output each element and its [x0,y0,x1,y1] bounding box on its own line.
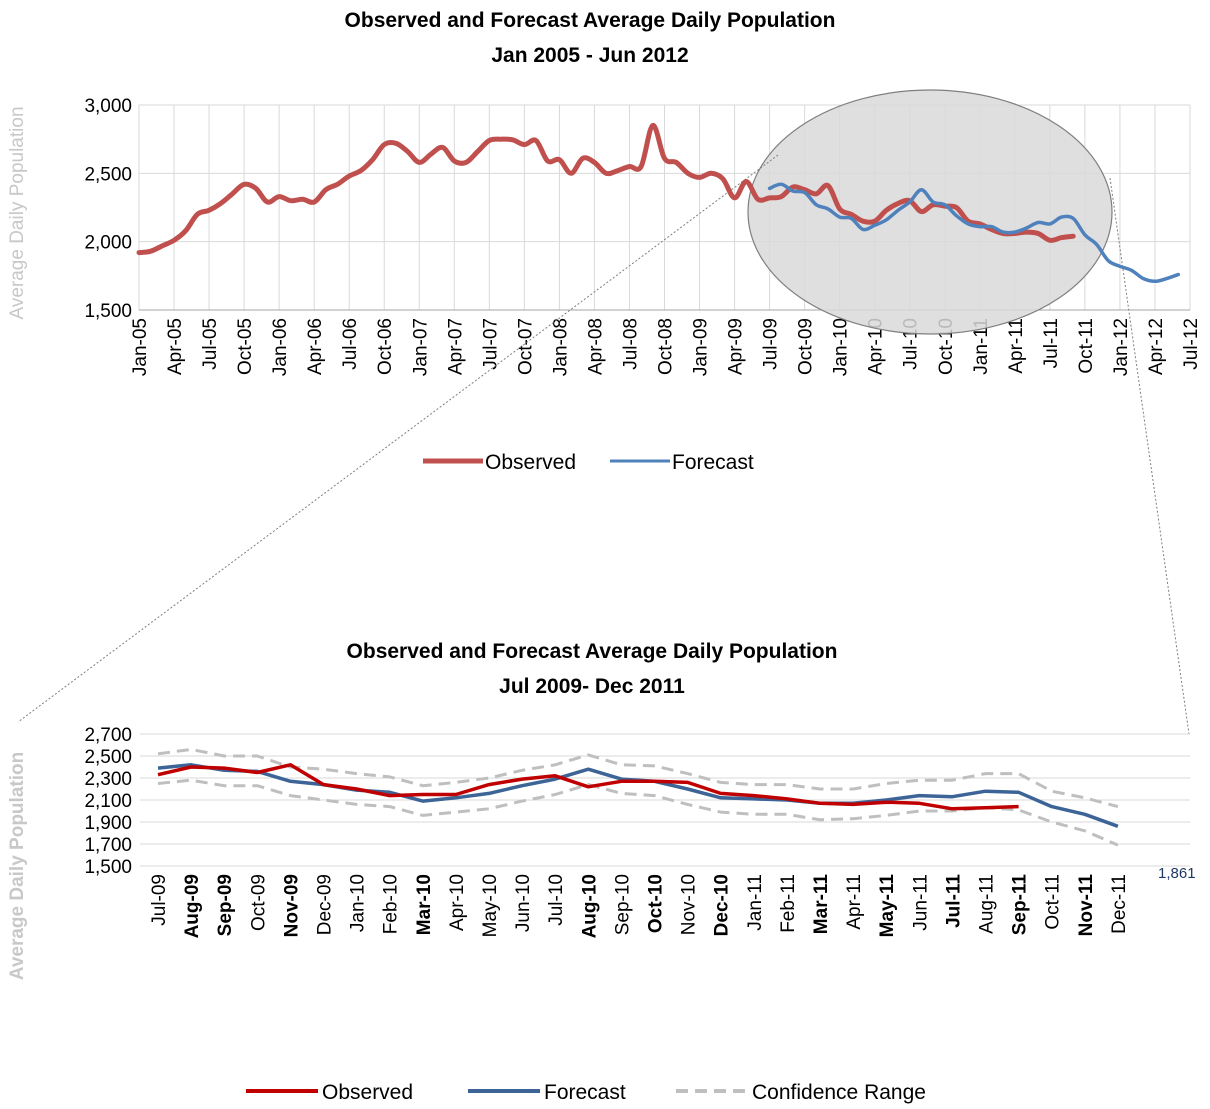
chart2-y-tick-label: 1,500 [84,857,132,878]
chart1-x-tick-label: Oct-11 [1076,318,1097,374]
chart2-x-tick-label: Jul-11 [943,874,964,928]
chart2-end-data-label: 1,861 [1158,865,1196,882]
chart2-x-tick-label: Sep-10 [612,874,633,935]
chart1-x-tick-label: Oct-08 [656,318,677,375]
chart2-y-tick-label: 2,500 [84,747,132,768]
chart2-x-tick-label: Oct-11 [1043,874,1064,930]
chart1-y-tick-label: 1,500 [84,301,132,322]
zoom-highlight-ellipse [747,89,1113,335]
chart1-x-tick-label: Jul-12 [1181,318,1202,370]
chart1-series [136,122,1181,284]
chart2-x-tick-label: Apr-11 [844,874,865,930]
chart2-ticks: Jul-09 Aug-09 Sep-09 Oct-09 Nov-09 Dec-09 Jan-… [149,874,1130,939]
zoom-connector-left [17,154,779,723]
chart1-y-tick-label: 3,000 [84,96,132,117]
legend-forecast-label: Forecast [672,451,754,474]
chart2-series-confidence-range [157,747,1119,809]
chart2-y-axis-label: Average Daily Population [7,752,28,980]
chart2-x-tick-label: Oct-09 [248,874,269,931]
chart1-x-tick-label: Jul-11 [1041,318,1062,368]
chart2-x-tick-label: Jan-11 [745,874,766,931]
chart1-x-tick-label: Apr-07 [445,318,466,375]
chart1-x-tick-label: Jan-05 [130,318,151,376]
chart2-series [157,747,1119,847]
chart2-x-tick-label: Dec-10 [712,874,733,936]
chart2-y-tick-label: 2,100 [84,791,132,812]
chart1-x-tick-label: Jan-06 [270,318,291,376]
zoom-connector-right [1109,177,1190,735]
chart2-legend: Observed Forecast Confidence Range [246,1081,926,1104]
chart1-y-tick-label: 2,500 [84,164,132,185]
chart2-x-tick-label: Aug-09 [182,874,203,938]
chart1-x-tick-label: Jan-12 [1111,318,1132,376]
chart2-x-tick-label: Mar-11 [811,874,832,935]
chart2-x-tick-label: Dec-09 [315,874,336,935]
chart1-x-tick-label: Jul-06 [340,318,361,370]
chart1-x-tick-label: Jul-09 [761,318,782,370]
chart1-x-tick-label: Apr-11 [1006,318,1027,374]
chart2-x-tick-label: May-11 [877,874,898,938]
chart1-x-tick-label: Jan-07 [410,318,431,376]
chart2-y-tick-label: 1,900 [84,813,132,834]
chart2-series-confidence-lower [157,778,1119,847]
legend-observed-label: Observed [485,451,576,474]
chart1-ticks: Jan-05 Apr-05 Jul-05 Oct-05 Jan-06 Apr-06 Jul-… [130,318,1202,376]
legend2-observed-label: Observed [322,1081,413,1104]
chart2-x-tick-label: Feb-10 [381,874,402,934]
chart2-subtitle: Jul 2009- Dec 2011 [499,675,685,698]
chart1-x-tick-label: Apr-06 [305,318,326,375]
chart2-x-tick-label: Apr-10 [447,874,468,931]
chart1-x-tick-label: Oct-05 [235,318,256,375]
chart1-series-forecast [767,182,1181,284]
chart2-x-tick-label: Jun-11 [910,874,931,931]
chart1-subtitle: Jan 2005 - Jun 2012 [491,44,688,67]
chart1-x-tick-label: Apr-08 [585,318,606,375]
chart2-x-tick-label: Oct-10 [646,874,667,933]
chart1-x-tick-label: Apr-09 [726,318,747,375]
chart1-x-tick-label: Apr-12 [1146,318,1167,375]
chart1-legend: Observed Forecast [423,451,754,474]
chart1-x-tick-label: Oct-07 [515,318,536,375]
chart2-x-tick-label: Aug-11 [977,874,998,934]
chart2-x-tick-label: Sep-11 [1010,874,1031,936]
chart2-y-tick-label: 2,300 [84,769,132,790]
chart1-x-tick-label: Oct-09 [796,318,817,375]
chart1-x-tick-label: Jul-07 [480,318,501,370]
chart2-x-tick-label: May-10 [480,874,501,937]
chart1-y-tick-label: 2,000 [84,233,132,254]
chart2-title: Observed and Forecast Average Daily Popu… [347,640,838,663]
chart1-x-tick-label: Jan-09 [691,318,712,376]
chart2-x-tick-label: Aug-10 [579,874,600,938]
chart1-x-tick-label: Jan-10 [831,318,852,376]
chart2-x-tick-label: Sep-09 [215,874,236,936]
chart2-x-tick-label: Mar-10 [414,874,435,935]
chart2-y-tick-label: 1,700 [84,835,132,856]
chart1-x-tick-label: Jan-08 [550,318,571,376]
chart2-x-tick-label: Jun-10 [513,874,534,932]
chart2-series-forecast [157,763,1119,828]
chart1-x-tick-label: Jan-11 [971,318,992,375]
chart1-x-tick-label: Apr-10 [866,318,887,375]
chart2-x-tick-label: Jan-10 [348,874,369,932]
chart1-title: Observed and Forecast Average Daily Popu… [345,9,836,32]
legend2-forecast-label: Forecast [544,1081,626,1104]
chart1-x-tick-label: Jul-08 [620,318,641,370]
chart2-x-tick-label: Nov-11 [1076,874,1097,937]
chart2-x-tick-label: Jul-10 [546,874,567,926]
chart1-x-tick-label: Oct-06 [375,318,396,375]
chart2-x-tick-label: Jul-09 [149,874,170,926]
chart1-grid: 1,500 2,000 2,500 3,000 [84,96,1191,322]
chart1-y-axis-label: Average Daily Population [7,106,28,319]
chart2-x-tick-label: Nov-09 [281,874,302,937]
chart2-x-tick-label: Dec-11 [1109,874,1130,934]
legend2-confidence-label: Confidence Range [752,1081,926,1104]
chart2-x-tick-label: Nov-10 [679,874,700,935]
chart2-y-tick-label: 2,700 [84,725,132,746]
chart2-x-tick-label: Feb-11 [778,874,799,933]
chart1-x-tick-label: Jul-05 [200,318,221,370]
chart1-x-tick-label: Apr-05 [165,318,186,375]
